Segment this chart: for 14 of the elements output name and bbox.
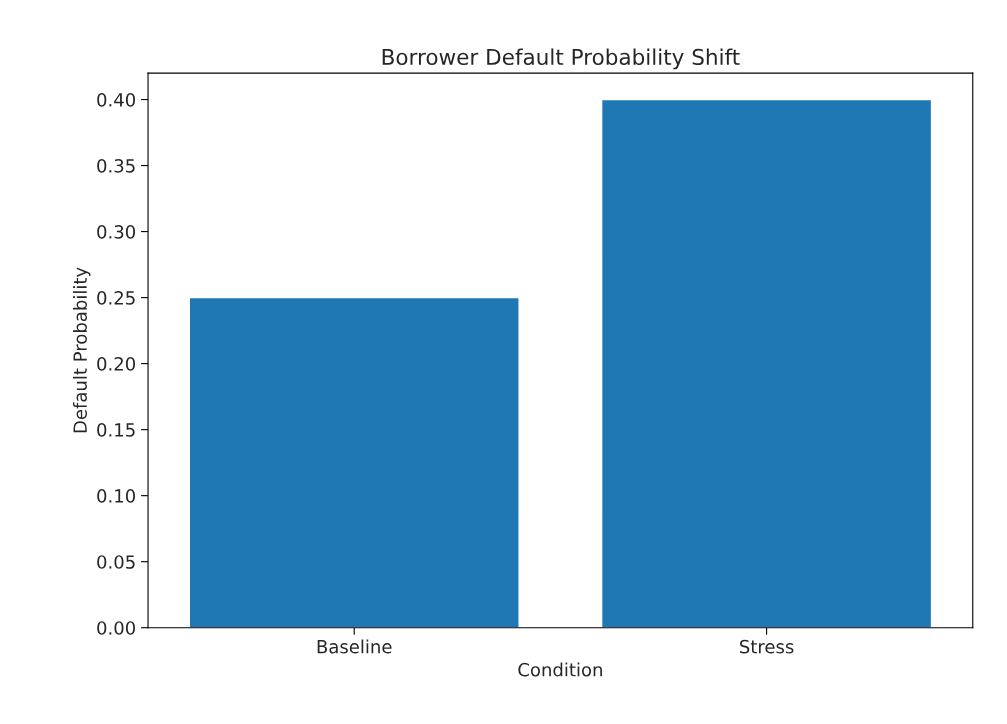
x-tick-label: Stress — [740, 639, 794, 654]
x-axis-title: Condition — [518, 662, 602, 677]
y-axis-title: Default Probability — [72, 267, 91, 433]
chart-title: Borrower Default Probability Shift — [382, 48, 740, 70]
y-tick-label: 0.10 — [97, 489, 136, 503]
y-tick-label: 0.20 — [97, 357, 136, 371]
y-tick-label: 0.40 — [97, 92, 136, 107]
x-tick-label: Baseline — [317, 639, 392, 654]
y-tick-label: 0.35 — [97, 159, 135, 173]
y-tick-label: 0.30 — [97, 225, 136, 239]
y-tick-label: 0.00 — [97, 621, 136, 635]
y-tick-label: 0.15 — [97, 423, 135, 437]
y-tick-label: 0.25 — [97, 291, 135, 305]
y-tick-label: 0.05 — [97, 555, 135, 569]
